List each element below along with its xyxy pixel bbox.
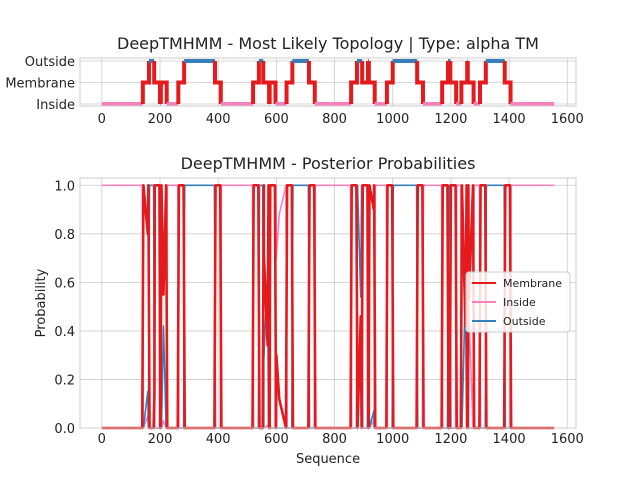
topology-membrane-segment <box>349 61 359 104</box>
topology-x-tick-label: 800 <box>322 112 347 127</box>
posterior-y-tick-label: 0.8 <box>54 228 75 243</box>
topology-membrane-segment <box>284 61 295 104</box>
topology-y-tick-label: Membrane <box>5 77 75 92</box>
x-axis-label: Sequence <box>296 452 360 467</box>
posterior-y-ticks: 0.0 0.2 0.4 0.6 0.8 1.0 <box>54 179 75 437</box>
topology-membrane-segment <box>478 61 488 104</box>
topology-y-tick-label: Inside <box>36 98 75 113</box>
posterior-y-tick-label: 0.6 <box>54 276 75 291</box>
topology-x-tick-label: 1200 <box>434 112 467 127</box>
legend-label-outside: Outside <box>503 315 546 328</box>
topology-title: DeepTMHMM - Most Likely Topology | Type:… <box>117 34 539 53</box>
posterior-x-tick-label: 0 <box>98 432 106 447</box>
posterior-x-ticks: 0 200 400 600 800 1000 1200 1400 1600 <box>98 432 584 447</box>
series-membrane-line <box>101 183 555 430</box>
topology-x-ticks: 0 200 400 600 800 1000 1200 1400 1600 <box>98 112 584 127</box>
legend-label-inside: Inside <box>503 296 536 309</box>
topology-membrane-segment <box>306 61 317 104</box>
topology-membrane-segment <box>267 80 278 104</box>
posterior-plot: DeepTMHMM - Posterior Probabilities 0 200… <box>34 154 584 467</box>
topology-x-tick-label: 400 <box>206 112 231 127</box>
topology-membrane-segment <box>448 61 459 104</box>
posterior-title: DeepTMHMM - Posterior Probabilities <box>181 154 476 173</box>
topology-membrane-segment <box>465 61 476 104</box>
topology-membrane-segment <box>176 61 187 104</box>
topology-plot: DeepTMHMM - Most Likely Topology | Type:… <box>5 34 584 127</box>
topology-y-tick-label: Outside <box>25 55 75 70</box>
topology-track <box>101 59 555 106</box>
topology-x-tick-label: 200 <box>148 112 173 127</box>
topology-x-tick-label: 0 <box>98 112 106 127</box>
legend-box <box>465 271 571 333</box>
topology-membrane-segment <box>502 61 513 104</box>
legend-label-membrane: Membrane <box>503 277 562 290</box>
topology-membrane-segment <box>366 61 377 104</box>
topology-membrane-segment <box>251 61 261 104</box>
posterior-x-tick-label: 1000 <box>376 432 409 447</box>
topology-x-tick-label: 600 <box>264 112 289 127</box>
posterior-x-tick-label: 1400 <box>493 432 526 447</box>
topology-membrane-segment <box>440 61 450 104</box>
topology-membrane-segment <box>415 61 425 104</box>
posterior-x-tick-label: 1200 <box>434 432 467 447</box>
topology-membrane-segment <box>140 61 151 104</box>
y-axis-label: Probability <box>34 268 49 337</box>
posterior-y-tick-label: 0.4 <box>54 325 75 340</box>
posterior-x-tick-label: 800 <box>322 432 347 447</box>
topology-membrane-segment <box>384 61 395 104</box>
posterior-x-tick-label: 400 <box>206 432 231 447</box>
topology-membrane-segment <box>158 80 169 104</box>
legend: Membrane Inside Outside <box>465 271 571 333</box>
posterior-x-tick-label: 600 <box>264 432 289 447</box>
posterior-frame <box>79 177 577 429</box>
posterior-y-tick-label: 0.2 <box>54 373 75 388</box>
topology-x-tick-label: 1600 <box>551 112 584 127</box>
posterior-y-tick-label: 1.0 <box>54 179 75 194</box>
posterior-x-tick-label: 200 <box>148 432 173 447</box>
topology-x-tick-label: 1000 <box>376 112 409 127</box>
posterior-y-tick-label: 0.0 <box>54 422 75 437</box>
posterior-x-tick-label: 1600 <box>551 432 584 447</box>
topology-y-ticks: Outside Membrane Inside <box>5 55 75 113</box>
topology-frame <box>79 57 577 107</box>
topology-x-tick-label: 1400 <box>493 112 526 127</box>
topology-membrane-segment <box>212 61 223 104</box>
